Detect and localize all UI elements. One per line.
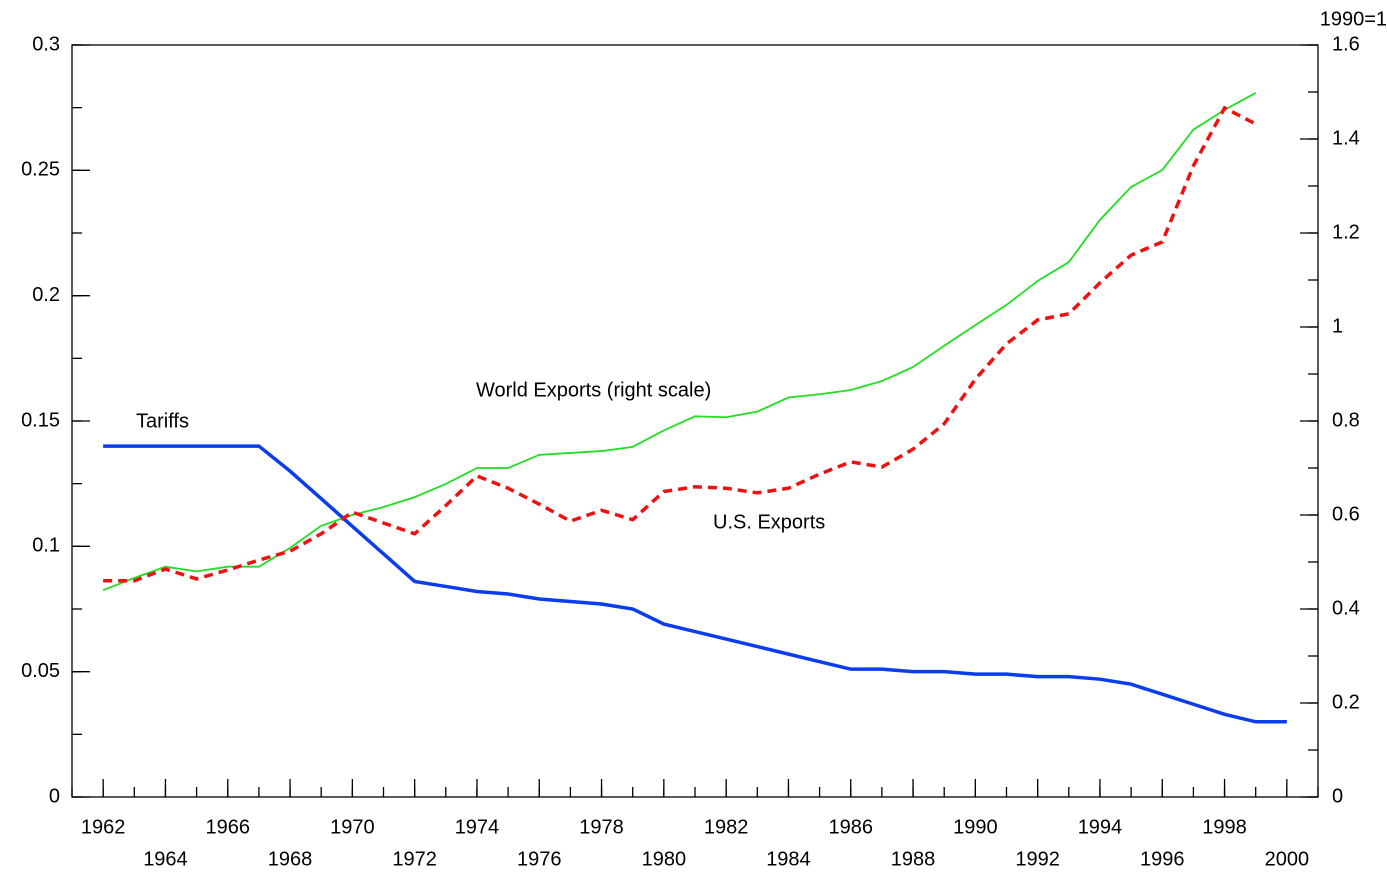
x-tick-label: 1972 [392,848,437,870]
series-line [102,92,1257,592]
x-tick-label: 1968 [268,848,313,870]
x-tick-label: 1962 [81,816,126,838]
x-tick-label: 1982 [704,816,749,838]
x-tick-label: 1998 [1202,816,1247,838]
x-tick-label: 1984 [766,848,811,870]
y2-tick-label: 0.2 [1332,691,1360,713]
annotation: Tariffs [136,410,189,432]
series-line [103,444,1287,724]
y2-unit: 1990=1 [1320,8,1387,30]
y-tick-label: 0 [49,785,60,807]
y2-tick-label: 0 [1332,785,1343,807]
x-tick-label: 1986 [829,816,874,838]
x-tick-label: 1964 [143,848,188,870]
x-tick-label: 2000 [1265,848,1310,870]
x-tick-label: 1988 [891,848,936,870]
x-tick-label: 1976 [517,848,562,870]
x-tick-label: 1994 [1078,816,1123,838]
y-tick-label: 0.25 [21,159,60,181]
y-tick-label: 0.15 [21,409,60,431]
x-tick-label: 1970 [330,816,375,838]
y2-tick-label: 1.2 [1332,221,1360,243]
x-tick-label: 1978 [579,816,624,838]
y2-tick-label: 1 [1332,315,1343,337]
y2-tick-label: 0.4 [1332,597,1360,619]
series-line [103,105,1257,583]
x-tick-label: 1980 [642,848,687,870]
y-tick-label: 0.3 [32,33,60,55]
y2-tick-label: 0.6 [1332,503,1360,525]
y2-tick-label: 1.6 [1332,33,1360,55]
annotation: U.S. Exports [713,511,825,533]
y-tick-label: 0.1 [32,535,60,557]
y-tick-label: 0.05 [21,660,60,682]
x-tick-label: 1996 [1140,848,1185,870]
y2-tick-label: 0.8 [1332,409,1360,431]
annotation: World Exports (right scale) [476,379,711,401]
y2-tick-label: 1.4 [1332,127,1360,149]
x-tick-label: 1974 [455,816,500,838]
y-tick-label: 0.2 [32,284,60,306]
x-tick-label: 1966 [206,816,251,838]
x-tick-label: 1992 [1015,848,1060,870]
x-tick-label: 1990 [953,816,998,838]
